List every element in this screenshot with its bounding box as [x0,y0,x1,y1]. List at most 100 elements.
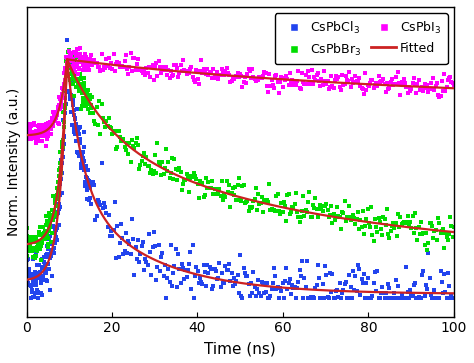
Point [255,201,263,207]
Point [343,295,351,301]
Point [325,295,333,301]
Point [43,219,51,224]
Point [303,81,310,87]
Point [69,57,76,62]
Point [414,295,421,301]
Point [161,262,169,268]
Point [306,74,313,80]
Point [171,156,178,162]
Point [125,71,132,77]
Point [27,121,34,127]
Point [73,78,81,83]
Point [44,133,52,139]
Point [383,206,391,212]
Point [255,191,262,196]
Point [270,265,278,270]
Point [85,179,93,185]
Point [116,64,124,69]
Point [33,239,41,245]
Point [76,55,84,61]
Point [42,270,50,276]
Point [75,66,83,72]
Point [392,74,399,79]
Point [296,85,303,90]
Point [218,179,226,184]
Point [258,194,266,200]
Point [28,135,36,141]
Point [158,67,166,73]
Point [69,97,77,103]
Point [109,131,116,137]
Point [399,295,407,301]
Point [29,135,37,140]
Point [35,229,43,235]
Point [411,82,419,87]
Point [66,96,74,102]
Point [35,290,43,295]
Point [80,68,87,73]
Point [45,124,53,130]
Point [55,206,63,212]
Point [216,72,223,78]
Point [394,211,402,217]
Point [35,139,42,144]
Point [139,240,146,245]
Point [74,85,82,90]
Point [339,287,347,293]
Point [419,272,426,278]
Point [410,231,418,236]
Point [445,75,453,81]
Point [208,178,216,184]
Point [94,122,102,127]
Point [168,73,176,78]
Point [208,286,216,292]
Point [80,82,88,88]
Point [64,61,72,67]
Point [164,266,172,272]
Point [229,283,237,289]
Point [324,78,331,84]
Point [70,126,77,132]
Point [38,237,46,243]
Point [101,125,109,130]
Point [222,263,229,269]
Point [136,259,143,265]
Point [405,223,413,229]
Point [45,126,53,131]
Point [56,150,64,155]
Point [248,66,256,72]
Point [191,173,199,179]
Point [88,182,96,188]
Point [105,212,113,217]
Point [67,64,74,70]
Point [300,79,307,85]
Point [217,72,224,78]
Point [72,77,79,82]
Point [269,208,277,213]
Point [118,235,126,241]
Point [30,121,38,126]
Point [427,220,435,226]
Point [44,243,51,249]
Point [235,74,243,79]
Point [290,82,297,88]
Point [53,109,61,115]
Point [47,126,55,132]
Point [108,60,115,66]
Point [74,127,82,133]
Point [85,68,93,73]
Point [447,74,454,80]
Point [216,260,223,266]
Point [23,253,31,259]
Point [313,282,320,288]
Point [127,252,135,257]
Point [186,175,194,181]
Point [310,74,318,80]
Point [43,136,51,142]
Point [66,77,74,82]
Point [436,94,443,100]
Point [381,216,388,222]
Point [42,252,49,258]
Point [255,74,263,80]
Point [82,103,90,109]
